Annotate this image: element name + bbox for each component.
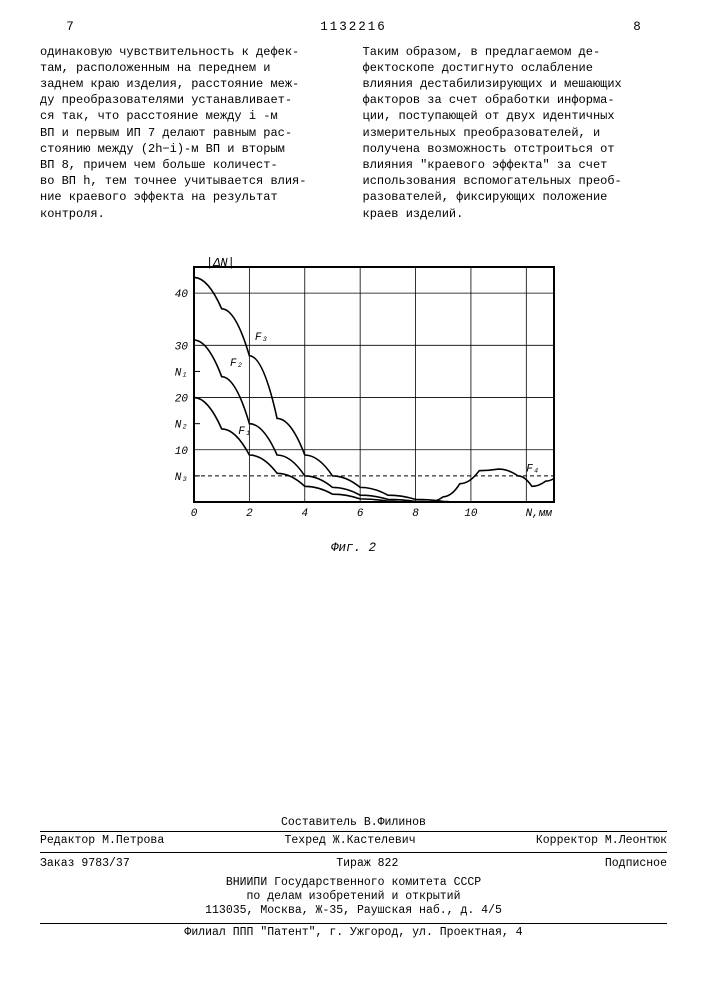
svg-text:2: 2	[246, 508, 253, 520]
org-address: 113035, Москва, Ж-35, Раушская наб., д. …	[40, 904, 667, 918]
order-row: Заказ 9783/37 Тираж 822 Подписное	[40, 857, 667, 871]
svg-text:F₂: F₂	[230, 358, 243, 370]
svg-text:8: 8	[412, 508, 419, 520]
svg-text:F₄: F₄	[526, 463, 539, 475]
svg-text:N₁: N₁	[174, 367, 187, 379]
svg-text:N₃: N₃	[174, 472, 187, 484]
chart-caption: Фиг. 2	[40, 541, 667, 557]
chart-container: 0 2 4 6 8 10 10 20 30 40 N₁ N₂ N₃ |ΔN| N,мм F₁ F₂ F₃ F₄ Фи…	[40, 252, 667, 557]
order-number: Заказ 9783/37	[40, 857, 130, 871]
svg-text:10: 10	[464, 508, 478, 520]
svg-text:40: 40	[174, 289, 188, 301]
printer-line: Филиал ППП "Патент", г. Ужгород, ул. Про…	[40, 923, 667, 940]
org-line-1: ВНИИПИ Государственного комитета СССР	[40, 876, 667, 890]
page-number-right: 8	[607, 20, 667, 36]
svg-text:10: 10	[174, 445, 188, 457]
svg-text:N₂: N₂	[174, 419, 187, 431]
compiler-line: Составитель В.Филинов	[40, 816, 667, 830]
svg-text:4: 4	[301, 508, 308, 520]
subscription: Подписное	[605, 857, 667, 871]
svg-text:30: 30	[174, 341, 188, 353]
svg-text:6: 6	[356, 508, 363, 520]
svg-text:F₁: F₁	[238, 426, 251, 438]
page-number-left: 7	[40, 20, 100, 36]
org-block: ВНИИПИ Государственного комитета СССР по…	[40, 876, 667, 919]
corrector-label: Корректор М.Леонтюк	[536, 834, 667, 848]
org-line-2: по делам изобретений и открытий	[40, 890, 667, 904]
right-column: Таким образом, в предлагаемом де- фектос…	[363, 44, 668, 222]
svg-text:F₃: F₃	[254, 332, 267, 344]
page-header: 7 1132216 8	[40, 20, 667, 36]
page: 7 1132216 8 одинаковую чувствительность …	[0, 0, 707, 1000]
svg-text:0: 0	[190, 508, 197, 520]
chart-figure: 0 2 4 6 8 10 10 20 30 40 N₁ N₂ N₃ |ΔN| N,мм F₁ F₂ F₃ F₄	[139, 252, 569, 532]
editor-label: Редактор М.Петрова	[40, 834, 164, 848]
circulation: Тираж 822	[336, 857, 398, 871]
footer-block: Составитель В.Филинов Редактор М.Петрова…	[40, 816, 667, 940]
svg-text:20: 20	[174, 393, 188, 405]
svg-text:N,мм: N,мм	[525, 508, 552, 520]
credits-row: Редактор М.Петрова Техред Ж.Кастелевич К…	[40, 831, 667, 848]
document-id: 1132216	[100, 20, 607, 36]
text-columns: одинаковую чувствительность к дефек- там…	[40, 44, 667, 222]
left-column: одинаковую чувствительность к дефек- там…	[40, 44, 345, 222]
svg-text:|ΔN|: |ΔN|	[206, 256, 235, 270]
techred-label: Техред Ж.Кастелевич	[284, 834, 415, 848]
